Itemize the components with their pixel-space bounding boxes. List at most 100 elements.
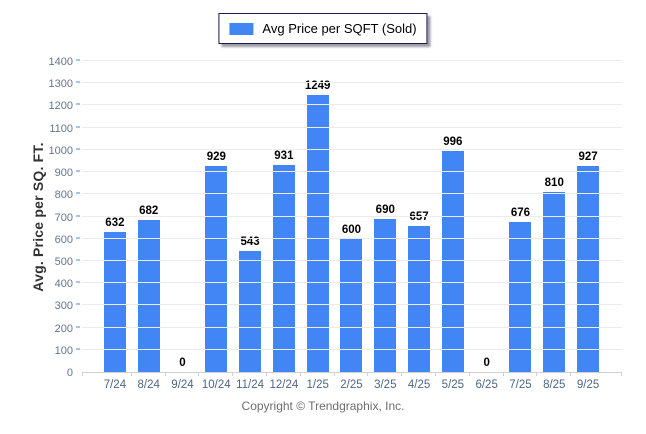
gridline — [82, 104, 622, 106]
bar-value-label: 927 — [578, 151, 598, 163]
bar-group: 810 8/25 — [537, 62, 571, 391]
bar[interactable] — [306, 95, 329, 372]
bar-group: 632 7/24 — [98, 62, 132, 391]
y-axis-tick — [76, 214, 80, 217]
bar[interactable] — [509, 222, 532, 372]
x-axis-tick-label: 9/24 — [171, 379, 194, 391]
bar[interactable] — [272, 165, 295, 372]
bar-value-label: 657 — [409, 211, 429, 223]
gridline — [82, 282, 622, 284]
legend[interactable]: Avg Price per SQFT (Sold) — [218, 13, 428, 44]
bar[interactable] — [441, 151, 464, 372]
bar[interactable] — [137, 220, 160, 372]
bar-value-label: 0 — [483, 357, 490, 369]
y-axis-tick-label: 1100 — [49, 122, 73, 135]
bar-group: 690 3/25 — [368, 62, 402, 391]
y-axis-tick — [76, 281, 80, 284]
bar-group: 543 11/24 — [233, 62, 267, 391]
plot-area: 632 7/24 682 8/24 0 9/24 929 10/24 543 11/24 931 12… — [76, 59, 622, 391]
x-axis-tick-label: 11/24 — [236, 379, 265, 391]
gridline — [82, 126, 622, 128]
bar-value-label: 682 — [139, 205, 159, 217]
y-axis-tick-label: 1200 — [48, 100, 73, 113]
x-axis-tick-label: 7/25 — [509, 379, 532, 391]
y-axis-tick — [76, 59, 80, 61]
bar-value-label: 931 — [274, 150, 294, 162]
bar-value-label: 676 — [510, 207, 531, 219]
y-axis-tick — [76, 347, 80, 350]
y-axis-tick-label: 600 — [54, 233, 73, 246]
y-axis-tick — [76, 236, 80, 239]
x-axis-tick-label: 7/24 — [103, 379, 127, 391]
gridline — [82, 215, 622, 217]
bar[interactable] — [577, 166, 600, 372]
bar[interactable] — [239, 251, 262, 372]
bar-group: 1249 1/25 — [301, 62, 335, 391]
x-axis-tick-label: 6/25 — [475, 379, 498, 391]
x-axis-edge-tick — [621, 372, 622, 376]
bar[interactable] — [340, 239, 363, 372]
y-axis-tick — [76, 103, 80, 106]
gridline — [82, 304, 622, 306]
x-axis-tick-label: 9/25 — [576, 379, 600, 391]
gridline — [82, 326, 622, 328]
y-axis-tick — [76, 303, 80, 306]
bar-group: 0 9/24 — [166, 62, 200, 391]
y-axis-tick-label: 900 — [54, 167, 73, 180]
bar-value-label: 543 — [240, 236, 260, 248]
bar[interactable] — [205, 166, 228, 372]
gridline — [82, 348, 622, 350]
bar-group: 657 4/25 — [402, 62, 436, 391]
bar-group: 676 7/25 — [504, 62, 538, 391]
bar-group: 931 12/24 — [267, 62, 301, 391]
y-axis-tick — [76, 325, 80, 328]
y-axis-tick — [76, 147, 80, 150]
bar-value-label: 929 — [206, 151, 226, 163]
x-axis-tick-label: 10/24 — [201, 379, 231, 391]
legend-swatch-icon — [229, 22, 254, 35]
y-axis-tick — [76, 125, 80, 128]
x-axis-edge-tick — [82, 372, 83, 376]
bar-group: 682 8/24 — [132, 62, 166, 391]
y-axis-tick-label: 0 — [66, 367, 73, 379]
y-axis-tick-label: 300 — [54, 300, 73, 313]
bar-value-label: 810 — [544, 177, 564, 189]
gridline — [82, 237, 622, 239]
legend-label: Avg Price per SQFT (Sold) — [262, 21, 417, 36]
x-axis-tick-label: 8/24 — [137, 379, 160, 391]
bar-group: 996 5/25 — [436, 62, 470, 391]
bar-value-label: 0 — [179, 357, 186, 369]
y-axis-tick-label: 1300 — [48, 78, 73, 91]
x-axis-tick-label: 4/25 — [407, 379, 431, 391]
x-axis-tick-label: 12/24 — [269, 379, 299, 391]
bar-value-label: 600 — [341, 224, 362, 236]
y-axis-tick-label: 200 — [54, 322, 73, 335]
y-axis-tick-label: 700 — [54, 211, 73, 224]
y-axis-tick-label: 1000 — [48, 144, 73, 157]
x-axis-tick-label: 1/25 — [306, 379, 329, 391]
gridline — [82, 148, 622, 150]
y-axis-tick — [76, 81, 80, 84]
bar-group: 929 10/24 — [199, 62, 233, 391]
bar-group: 927 9/25 — [571, 62, 605, 391]
y-axis-tick-label: 800 — [54, 189, 73, 202]
y-axis-tick-label: 1400 — [48, 56, 73, 68]
y-axis-tick — [76, 192, 80, 195]
y-axis-tick-label: 100 — [54, 344, 73, 357]
y-axis-tick — [76, 170, 80, 173]
bar[interactable] — [103, 232, 126, 372]
bar-group: 0 6/25 — [470, 62, 504, 391]
y-axis-tick-labels: 0 100 200 300 400 500 600 700 800 900 1000 1100 1200… — [0, 56, 75, 379]
copyright-text: Copyright © Trendgraphix, Inc. — [241, 399, 405, 413]
x-axis-tick-label: 3/25 — [374, 379, 397, 391]
bar[interactable] — [408, 226, 431, 372]
bar[interactable] — [374, 219, 397, 372]
gridline — [82, 82, 622, 84]
bar-value-label: 690 — [375, 204, 395, 216]
bar-series: 632 7/24 682 8/24 0 9/24 929 10/24 543 11/24 931 12… — [98, 62, 605, 391]
gridline — [82, 259, 622, 261]
x-axis-tick-label: 8/25 — [543, 379, 566, 391]
gridline — [82, 171, 622, 173]
y-axis-tick-label: 500 — [54, 255, 73, 268]
